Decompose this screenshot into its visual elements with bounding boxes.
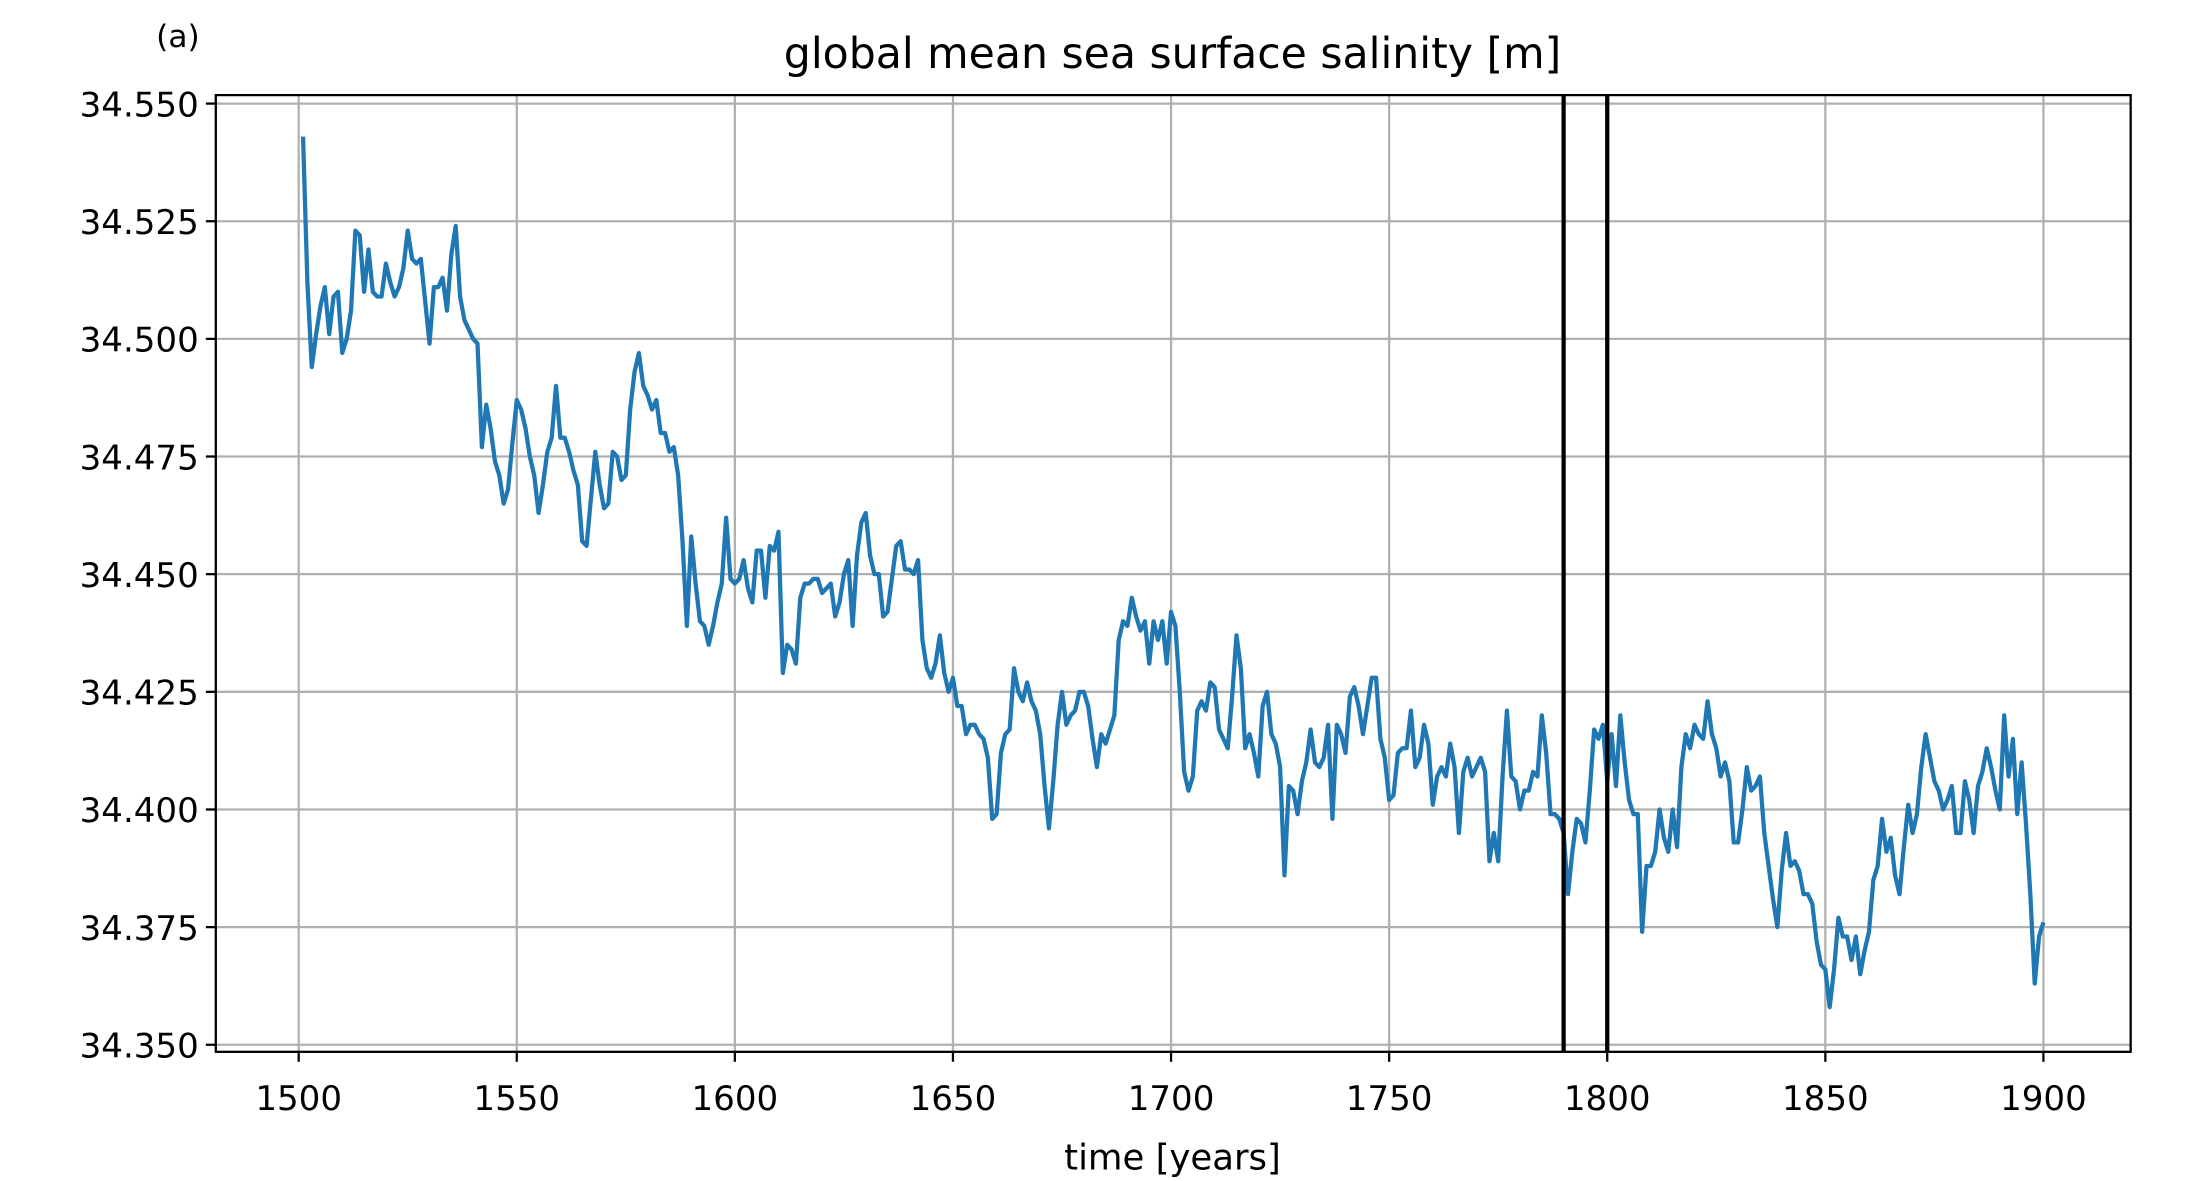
y-tick-label: 34.500 (80, 321, 199, 361)
x-tick-label: 1750 (1346, 1079, 1433, 1119)
grid (215, 95, 2131, 1052)
y-tick-label: 34.350 (80, 1027, 199, 1067)
x-tick-label: 1850 (1782, 1079, 1869, 1119)
x-tick-label: 1700 (1128, 1079, 1215, 1119)
y-tick-label: 34.525 (80, 203, 199, 243)
x-tick-label: 1500 (255, 1079, 342, 1119)
y-tick-label: 34.425 (80, 674, 199, 714)
x-tick-label: 1600 (692, 1079, 779, 1119)
x-tick-label: 1800 (1564, 1079, 1651, 1119)
y-tick-label: 34.550 (80, 85, 199, 125)
y-tick-label: 34.475 (80, 438, 199, 478)
plot-area (300, 95, 2046, 1052)
panel-label: (a) (156, 19, 200, 55)
chart-title: global mean sea surface salinity [m] (784, 29, 1561, 79)
ticks: 34.350 34.375 34.400 34.425 34.450 34.475 34.5… (80, 85, 2087, 1119)
x-tick-label: 1650 (910, 1079, 997, 1119)
x-axis-label: time [years] (1064, 1138, 1281, 1179)
y-tick-label: 34.375 (80, 909, 199, 949)
x-tick-label: 1900 (2000, 1079, 2087, 1119)
y-tick-label: 34.400 (80, 791, 199, 831)
data-line (300, 136, 2046, 1010)
y-tick-label: 34.450 (80, 556, 199, 596)
x-tick-label: 1550 (473, 1079, 560, 1119)
